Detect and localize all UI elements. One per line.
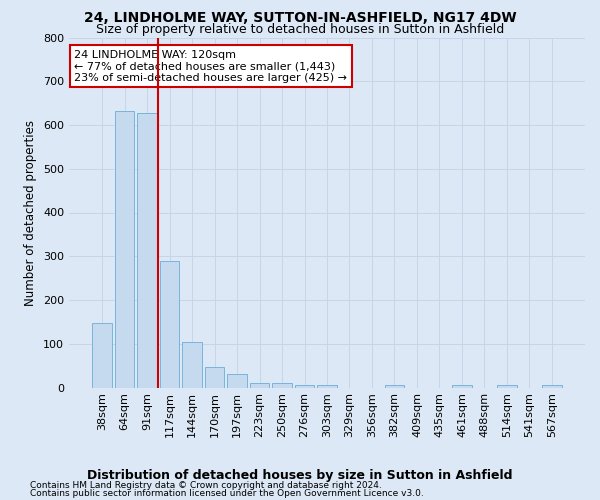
Bar — [182, 342, 202, 388]
Bar — [295, 386, 314, 388]
Bar — [542, 386, 562, 388]
Text: Size of property relative to detached houses in Sutton in Ashfield: Size of property relative to detached ho… — [96, 23, 504, 36]
Text: 24 LINDHOLME WAY: 120sqm
← 77% of detached houses are smaller (1,443)
23% of sem: 24 LINDHOLME WAY: 120sqm ← 77% of detach… — [74, 50, 347, 83]
Bar — [385, 386, 404, 388]
Bar — [497, 386, 517, 388]
Bar — [92, 323, 112, 388]
Bar — [250, 383, 269, 388]
Bar — [205, 367, 224, 388]
Bar — [272, 383, 292, 388]
Text: Contains public sector information licensed under the Open Government Licence v3: Contains public sector information licen… — [30, 488, 424, 498]
Bar — [160, 260, 179, 388]
Bar — [317, 386, 337, 388]
Y-axis label: Number of detached properties: Number of detached properties — [25, 120, 37, 306]
Bar — [115, 110, 134, 388]
Bar — [452, 386, 472, 388]
Bar — [137, 113, 157, 388]
Bar — [227, 374, 247, 388]
Text: Contains HM Land Registry data © Crown copyright and database right 2024.: Contains HM Land Registry data © Crown c… — [30, 481, 382, 490]
Text: Distribution of detached houses by size in Sutton in Ashfield: Distribution of detached houses by size … — [87, 469, 513, 482]
Text: 24, LINDHOLME WAY, SUTTON-IN-ASHFIELD, NG17 4DW: 24, LINDHOLME WAY, SUTTON-IN-ASHFIELD, N… — [83, 12, 517, 26]
